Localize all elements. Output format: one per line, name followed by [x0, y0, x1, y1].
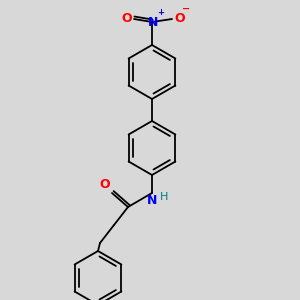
Text: N: N [147, 194, 157, 207]
Text: H: H [160, 192, 168, 202]
Text: +: + [157, 8, 164, 17]
Text: O: O [122, 13, 132, 26]
Text: N: N [148, 16, 158, 28]
Text: O: O [174, 13, 184, 26]
Text: −: − [182, 4, 190, 14]
Text: O: O [99, 178, 110, 191]
